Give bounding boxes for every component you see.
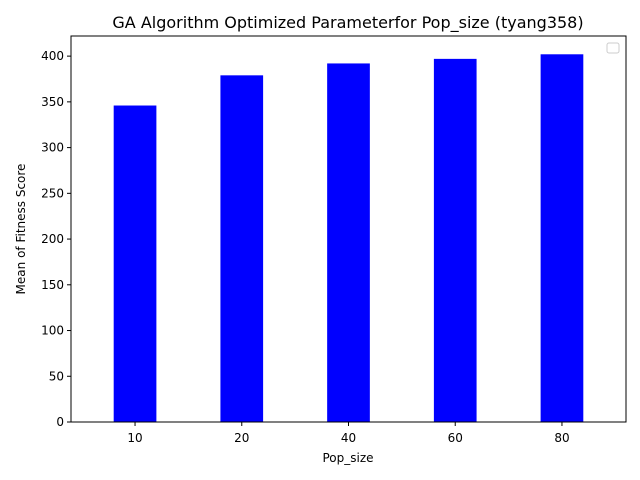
y-tick-label: 200 — [41, 232, 64, 246]
y-tick-label: 250 — [41, 186, 64, 200]
x-tick-label: 40 — [341, 431, 356, 445]
y-tick-label: 350 — [41, 95, 64, 109]
bar-40 — [327, 63, 370, 422]
bar-20 — [220, 75, 264, 422]
bar-80 — [540, 54, 584, 423]
bar-60 — [433, 58, 477, 422]
x-axis-ticks: 10 20 40 60 80 — [127, 422, 570, 445]
y-tick-label: 0 — [56, 415, 64, 429]
x-tick-label: 60 — [448, 431, 463, 445]
x-tick-label: 10 — [127, 431, 142, 445]
y-tick-label: 50 — [49, 369, 64, 383]
legend-box — [606, 42, 620, 54]
x-tick-label: 80 — [554, 431, 569, 445]
x-tick-label: 20 — [234, 431, 249, 445]
y-tick-label: 150 — [41, 278, 64, 292]
bars-group — [113, 54, 584, 423]
y-axis-ticks: 0 50 100 150 200 250 300 350 400 — [41, 49, 71, 429]
y-axis-label: Mean of Fitness Score — [14, 164, 28, 295]
plot-frame — [70, 35, 627, 423]
y-tick-label: 400 — [41, 49, 64, 63]
y-tick-label: 300 — [41, 141, 64, 155]
chart-title: GA Algorithm Optimized Parameterfor Pop_… — [112, 13, 583, 33]
y-tick-label: 100 — [41, 324, 64, 338]
bar-10 — [113, 105, 157, 422]
x-axis-label: Pop_size — [322, 451, 373, 465]
